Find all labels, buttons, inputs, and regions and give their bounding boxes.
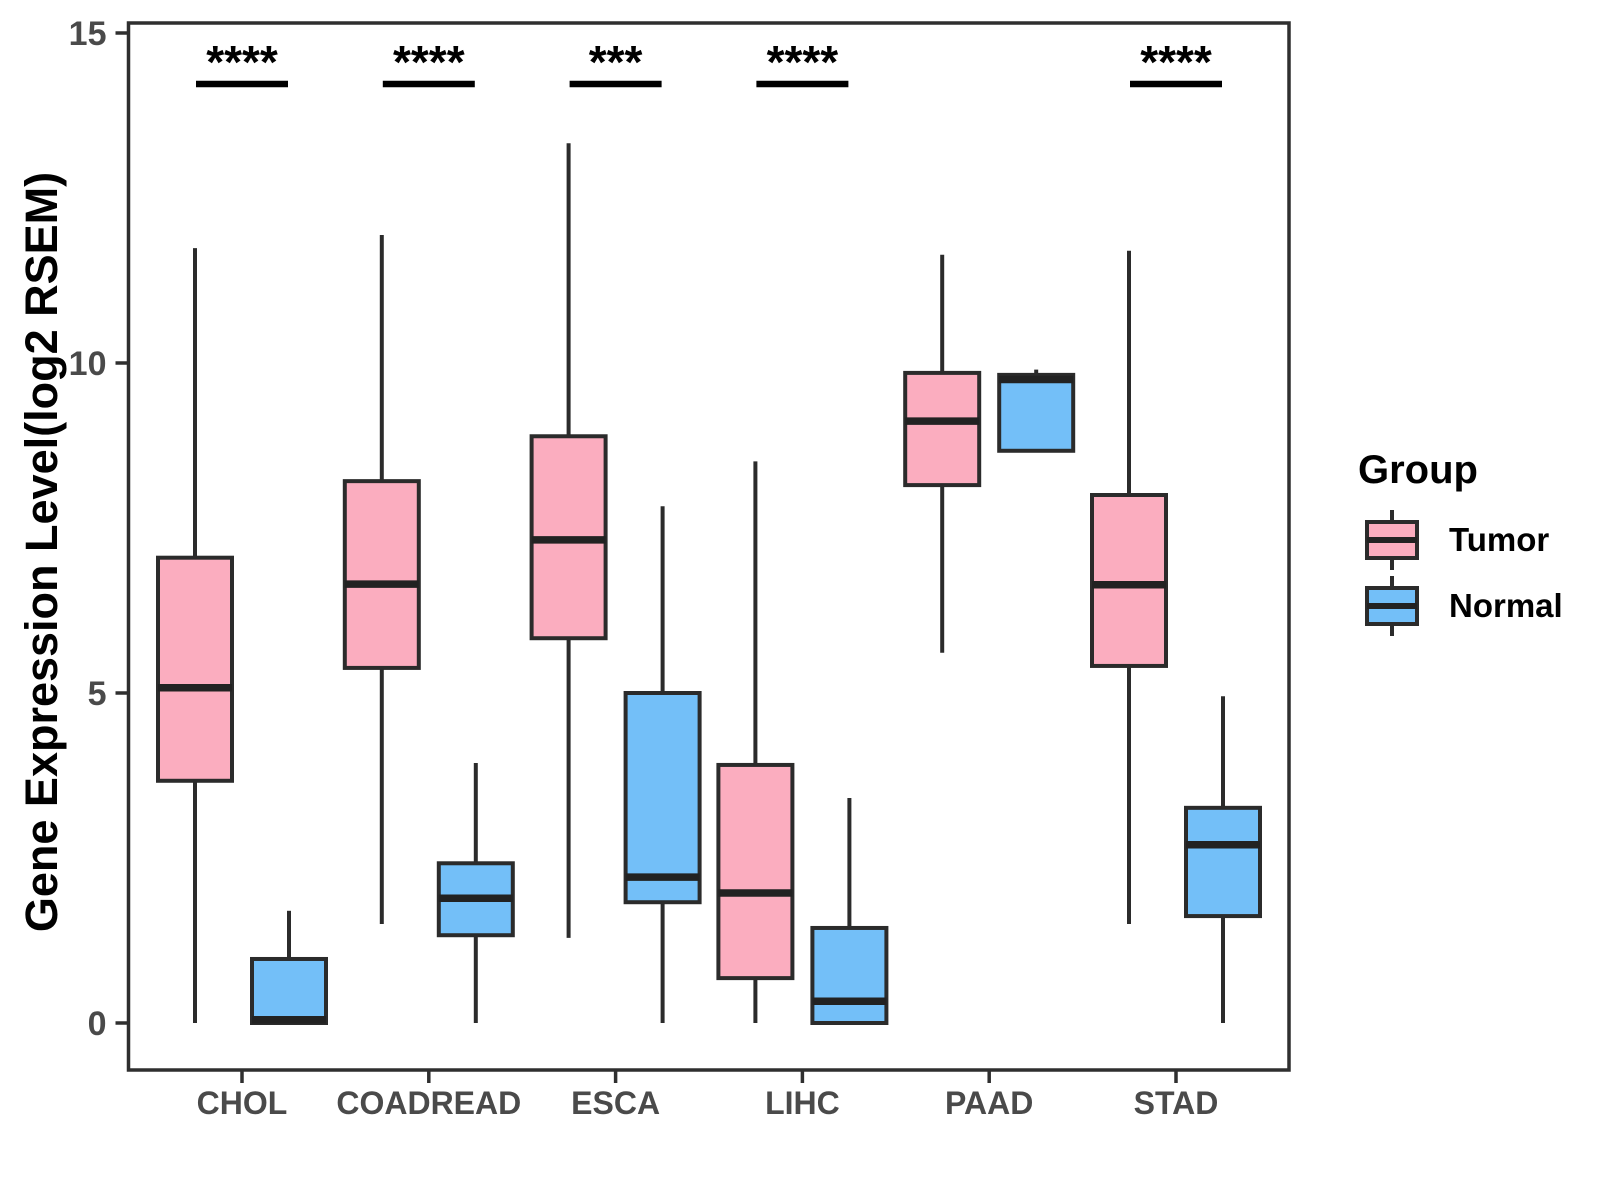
box-tumor-paad <box>903 370 982 488</box>
x-category-label: STAD <box>1134 1085 1219 1121</box>
legend-label-tumor: Tumor <box>1449 521 1550 558</box>
x-category-label: PAAD <box>945 1085 1033 1121</box>
significance-stars-esca: *** <box>589 36 643 88</box>
x-category-label: COADREAD <box>336 1085 521 1121</box>
significance-stars-chol: **** <box>206 36 278 88</box>
legend-item-normal: Normal <box>1363 573 1600 639</box>
box-normal-paad <box>997 372 1076 453</box>
box-normal-lihc <box>810 925 889 1026</box>
legend-item-tumor: Tumor <box>1363 507 1600 573</box>
significance-stars-coadread: **** <box>393 36 465 88</box>
x-category-label: ESCA <box>571 1085 660 1121</box>
x-category-label: CHOL <box>197 1085 288 1121</box>
legend-label-normal: Normal <box>1449 587 1563 624</box>
box-normal-chol <box>250 956 328 1025</box>
panel-border <box>126 21 1291 1072</box>
normal-boxplot-key-icon <box>1365 576 1419 636</box>
y-tick-label: 15 <box>69 15 107 53</box>
y-tick-label: 10 <box>69 345 107 383</box>
y-axis-title: Gene Expression Level(log2 RSEM) <box>16 171 67 933</box>
x-category-label: LIHC <box>765 1085 840 1121</box>
significance-stars-lihc: **** <box>767 36 839 88</box>
box-tumor-stad <box>1090 493 1168 668</box>
box-tumor-lihc <box>716 762 795 981</box>
box-normal-esca <box>623 691 702 905</box>
tumor-boxplot-key-icon <box>1365 510 1419 570</box>
y-tick-label: 0 <box>88 1005 107 1043</box>
significance-stars-stad: **** <box>1140 36 1212 88</box>
box-normal-stad <box>1184 805 1262 919</box>
box-tumor-chol <box>156 555 234 783</box>
y-tick-label: 5 <box>88 675 107 713</box>
box-tumor-coadread <box>342 479 421 670</box>
legend-title: Group <box>1358 448 1478 492</box>
legend: Group Tumor Normal <box>1335 448 1600 639</box>
